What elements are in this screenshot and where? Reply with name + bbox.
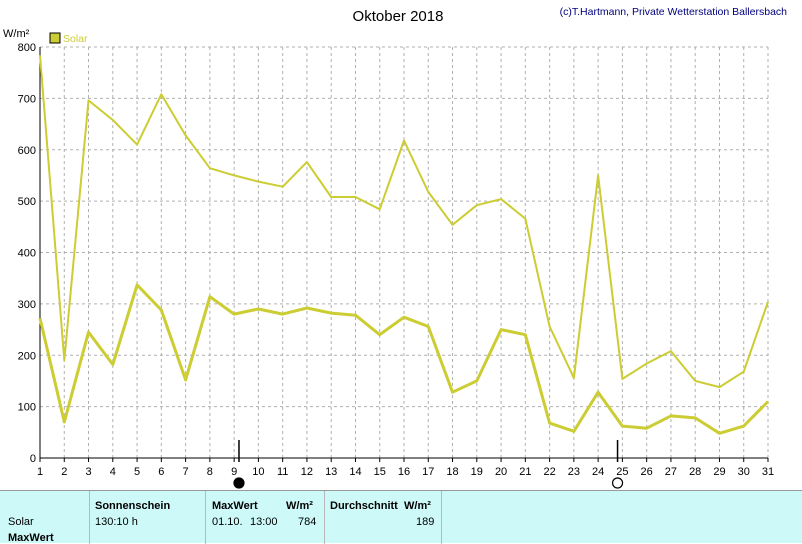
x-tick-label: 13 xyxy=(325,466,337,478)
x-tick-label: 8 xyxy=(207,466,213,478)
durchschnitt-unit: W/m² xyxy=(404,500,431,512)
x-tick-label: 25 xyxy=(616,466,628,478)
series-group xyxy=(38,55,770,435)
x-tick-label: 10 xyxy=(252,466,264,478)
maxwert-value: 784 xyxy=(298,516,317,528)
series-line-solar-max xyxy=(39,55,769,389)
x-tick-label: 22 xyxy=(543,466,555,478)
row-label-solar: Solar xyxy=(8,516,34,528)
x-tick-label: 12 xyxy=(301,466,313,478)
x-tick-label: 1 xyxy=(37,466,43,478)
divider xyxy=(205,491,206,544)
y-tick-label: 600 xyxy=(18,145,36,157)
sonnenschein-header: Sonnenschein xyxy=(95,500,171,512)
x-tick-label: 14 xyxy=(349,466,361,478)
maxwert-unit: W/m² xyxy=(286,500,313,512)
new-moon-icon xyxy=(233,477,245,489)
x-tick-label: 4 xyxy=(110,466,116,478)
x-tick-label: 16 xyxy=(398,466,410,478)
x-tick-label: 29 xyxy=(713,466,725,478)
legend-label-solar: Solar xyxy=(63,33,88,45)
full-moon-icon xyxy=(611,477,624,489)
series-line-solar xyxy=(38,283,770,435)
plot-background xyxy=(0,0,802,490)
y-tick-label: 100 xyxy=(18,402,36,414)
x-tick-label: 27 xyxy=(665,466,677,478)
x-tick-label: 30 xyxy=(738,466,750,478)
maxwert-date: 01.10. xyxy=(212,516,243,528)
sonnenschein-value: 130:10 h xyxy=(95,516,138,528)
x-tick-label: 19 xyxy=(471,466,483,478)
x-tick-label: 2 xyxy=(61,466,67,478)
y-tick-label: 200 xyxy=(18,350,36,362)
x-tick-label: 5 xyxy=(134,466,140,478)
y-tick-label: 0 xyxy=(30,453,36,465)
x-tick-label: 18 xyxy=(446,466,458,478)
moon-markers xyxy=(233,440,624,489)
x-tick-label: 3 xyxy=(85,466,91,478)
row-label-maxwert: MaxWert xyxy=(8,532,54,544)
x-tick-label: 9 xyxy=(231,466,237,478)
x-tick-label: 11 xyxy=(277,466,288,478)
x-tick-label: 31 xyxy=(762,466,774,478)
durchschnitt-header: Durchschnitt xyxy=(330,500,398,512)
x-tick-label: 28 xyxy=(689,466,701,478)
divider xyxy=(441,491,442,544)
x-tick-label: 15 xyxy=(374,466,386,478)
divider xyxy=(89,491,90,544)
divider xyxy=(324,491,325,544)
x-tick-label: 24 xyxy=(592,466,604,478)
grid xyxy=(39,46,769,459)
durchschnitt-value: 189 xyxy=(416,516,435,528)
x-tick-label: 23 xyxy=(568,466,580,478)
x-tick-label: 7 xyxy=(183,466,189,478)
y-tick-label: 400 xyxy=(18,248,36,260)
y-axis-label: W/m² xyxy=(3,28,30,40)
legend-swatch-solar xyxy=(49,32,61,44)
maxwert-time: 13:00 xyxy=(250,516,278,528)
y-tick-label: 800 xyxy=(18,42,36,54)
y-tick-label: 500 xyxy=(18,196,36,208)
x-tick-label: 20 xyxy=(495,466,507,478)
maxwert-header: MaxWert xyxy=(212,500,258,512)
x-tick-label: 26 xyxy=(641,466,653,478)
chart-title: Oktober 2018 xyxy=(353,8,444,25)
y-tick-label: 300 xyxy=(18,299,36,311)
x-tick-label: 6 xyxy=(158,466,164,478)
chart-credit: (c)T.Hartmann, Private Wetterstation Bal… xyxy=(560,6,788,18)
x-tick-label: 21 xyxy=(519,466,531,478)
summary-table: Solar MaxWert Sonnenschein 130:10 h MaxW… xyxy=(0,490,802,544)
x-tick-label: 17 xyxy=(422,466,434,478)
y-tick-label: 700 xyxy=(18,93,36,105)
